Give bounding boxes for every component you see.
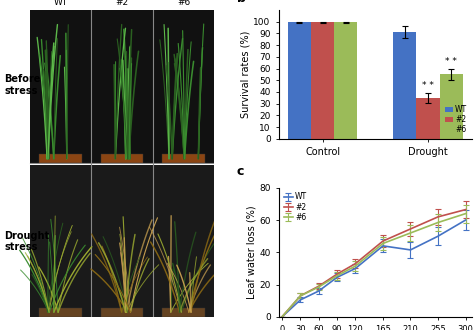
Y-axis label: Leaf water loss (%): Leaf water loss (%)	[246, 206, 256, 299]
Legend: WT, #2, #6: WT, #2, #6	[283, 192, 308, 222]
Bar	[440, 74, 463, 139]
Text: Drought
stress: Drought stress	[4, 231, 50, 252]
Bar	[417, 98, 440, 139]
Bar	[39, 308, 82, 317]
Bar	[163, 308, 205, 317]
Text: * *: * *	[446, 56, 457, 66]
Bar	[101, 308, 143, 317]
Text: #2: #2	[116, 0, 128, 7]
Bar	[30, 165, 214, 317]
Bar	[30, 10, 214, 163]
Text: #6: #6	[177, 0, 190, 7]
Bar	[334, 22, 357, 139]
Text: a: a	[0, 0, 7, 1]
Bar	[311, 22, 334, 139]
Bar	[101, 153, 143, 163]
Text: b: b	[237, 0, 246, 5]
Text: c: c	[237, 165, 244, 178]
Y-axis label: Survival rates (%): Survival rates (%)	[241, 31, 251, 118]
Text: Before
stress: Before stress	[4, 74, 41, 96]
Bar	[393, 32, 417, 139]
Legend: WT, #2, #6: WT, #2, #6	[444, 104, 468, 135]
Text: WT: WT	[54, 0, 68, 7]
Bar	[288, 22, 311, 139]
Bar	[163, 153, 205, 163]
Text: * *: * *	[422, 81, 434, 90]
Bar	[39, 153, 82, 163]
